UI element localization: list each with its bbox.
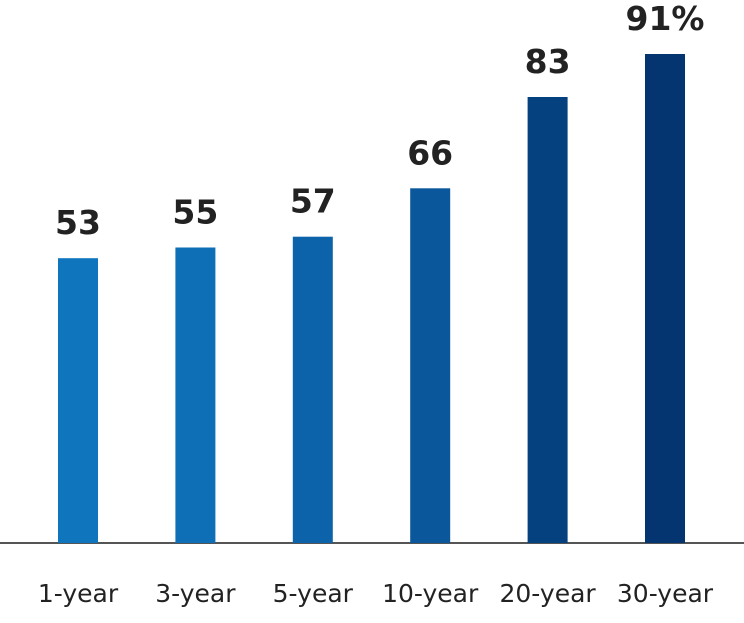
value-labels-group: 53 55 57 66 83 91%	[55, 0, 704, 242]
tick-labels-group: 1-year 3-year 5-year 10-year 20-year 30-year	[38, 579, 714, 608]
value-label-20-year: 83	[525, 42, 571, 81]
value-label-3-year: 55	[172, 193, 218, 232]
tick-label-10-year: 10-year	[382, 579, 479, 608]
tick-label-30-year: 30-year	[617, 579, 714, 608]
value-label-5-year: 57	[290, 182, 336, 221]
bar-1-year	[58, 258, 98, 543]
bar-5-year	[292, 236, 333, 543]
tick-label-5-year: 5-year	[273, 579, 354, 608]
bar-20-year	[527, 97, 568, 543]
value-label-10-year: 66	[407, 133, 453, 172]
tick-label-1-year: 1-year	[38, 579, 119, 608]
bar-10-year	[410, 188, 451, 544]
value-label-1-year: 53	[55, 203, 101, 242]
tick-label-20-year: 20-year	[500, 579, 597, 608]
tick-label-3-year: 3-year	[155, 579, 236, 608]
bar-30-year	[645, 54, 685, 543]
value-label-30-year: 91%	[626, 0, 705, 38]
bars-group	[58, 54, 685, 544]
bar-3-year	[175, 247, 216, 543]
